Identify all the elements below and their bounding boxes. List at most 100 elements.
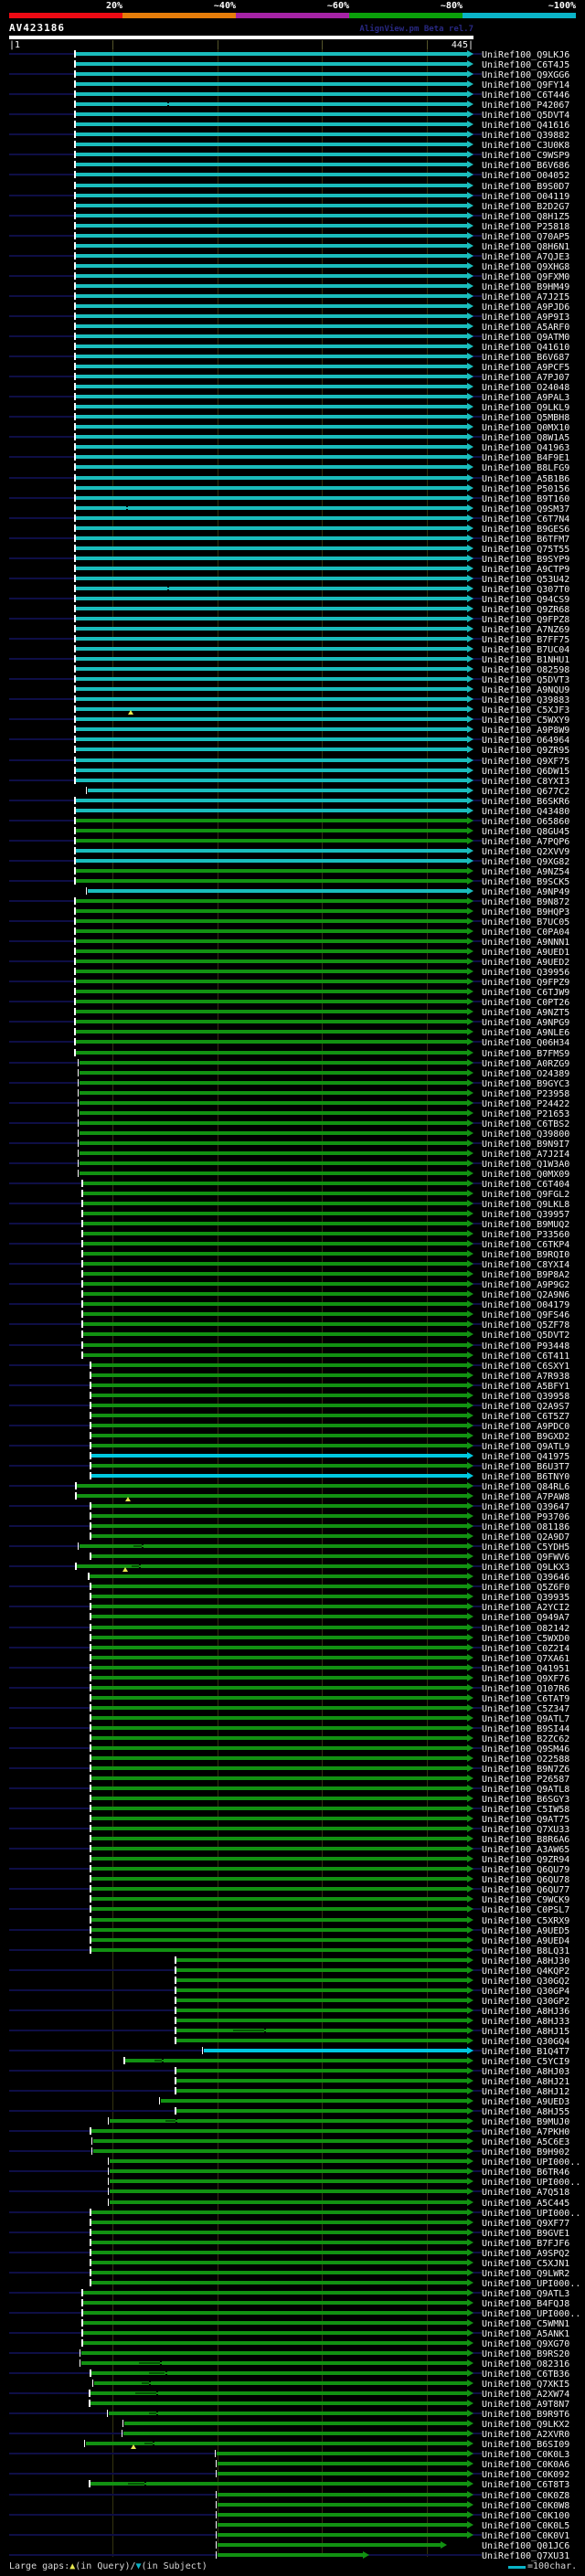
hit-accession-label[interactable]: UniRef100_C0K0L3 — [482, 2450, 570, 2461]
alignment-row[interactable]: UniRef100_A9CTP9 — [0, 564, 585, 575]
hit-bar[interactable] — [83, 1312, 467, 1317]
hit-accession-label[interactable]: UniRef100_B8R6A6 — [482, 1835, 570, 1846]
hit-accession-label[interactable]: UniRef100_C6T404 — [482, 1179, 570, 1190]
hit-accession-label[interactable]: UniRef100_Q30GP2 — [482, 1996, 570, 2007]
hit-accession-label[interactable]: UniRef100_Q53U42 — [482, 574, 570, 585]
alignment-row[interactable]: UniRef100_C5YDH5 — [0, 1542, 585, 1553]
hit-accession-label[interactable]: UniRef100_A7QJE3 — [482, 251, 570, 262]
hit-accession-label[interactable]: UniRef100_Q107R6 — [482, 1683, 570, 1694]
hit-bar[interactable] — [76, 153, 467, 157]
hit-bar[interactable] — [76, 143, 467, 147]
alignment-row[interactable]: UniRef100_A9NQU9 — [0, 685, 585, 695]
hit-bar[interactable] — [91, 1755, 467, 1760]
hit-bar[interactable] — [217, 2532, 467, 2537]
hit-accession-label[interactable]: UniRef100_O24389 — [482, 1068, 570, 1079]
hit-bar[interactable] — [90, 2401, 467, 2406]
hit-bar[interactable] — [91, 1907, 467, 1912]
hit-accession-label[interactable]: UniRef100_B9RS20 — [482, 2349, 570, 2359]
hit-accession-label[interactable]: UniRef100_Q39800 — [482, 1129, 570, 1140]
alignment-row[interactable]: UniRef100_A9UED2 — [0, 958, 585, 968]
hit-accession-label[interactable]: UniRef100_Q0MX10 — [482, 423, 570, 434]
hit-bar[interactable] — [91, 1927, 467, 1932]
hit-accession-label[interactable]: UniRef100_C6T5Z7 — [482, 1411, 570, 1422]
alignment-row[interactable]: UniRef100_A9PDC0 — [0, 1421, 585, 1432]
hit-bar[interactable] — [79, 1140, 467, 1145]
alignment-row[interactable]: UniRef100_B9R9T6 — [0, 2410, 585, 2420]
hit-bar[interactable] — [76, 334, 467, 338]
hit-bar[interactable] — [216, 2452, 467, 2456]
hit-accession-label[interactable]: UniRef100_A7PQP6 — [482, 836, 570, 847]
alignment-row[interactable]: UniRef100_Q39883 — [0, 695, 585, 705]
alignment-row[interactable]: UniRef100_A9NLE6 — [0, 1028, 585, 1038]
hit-bar[interactable] — [91, 1705, 467, 1710]
hit-accession-label[interactable]: UniRef100_A9NPG9 — [482, 1018, 570, 1029]
alignment-row[interactable]: UniRef100_A8HJ55 — [0, 2107, 585, 2117]
hit-accession-label[interactable]: UniRef100_A7NZ69 — [482, 625, 570, 635]
hit-bar[interactable] — [91, 2250, 467, 2254]
hit-bar[interactable] — [91, 1615, 467, 1619]
hit-bar[interactable] — [76, 365, 467, 369]
hit-bar[interactable] — [76, 647, 467, 652]
alignment-row[interactable]: UniRef100_O81186 — [0, 1522, 585, 1532]
alignment-row[interactable]: UniRef100_Q53U42 — [0, 574, 585, 585]
hit-bar[interactable] — [76, 970, 467, 974]
alignment-row[interactable]: UniRef100_Q2XVV9 — [0, 846, 585, 857]
alignment-row[interactable]: UniRef100_Q5ZF78 — [0, 1320, 585, 1330]
alignment-row[interactable]: UniRef100_Q9FS46 — [0, 1310, 585, 1320]
hit-bar[interactable] — [217, 2462, 467, 2466]
hit-bar[interactable] — [91, 1766, 467, 1770]
hit-accession-label[interactable]: UniRef100_C0K0A6 — [482, 2460, 570, 2471]
alignment-row[interactable]: UniRef100_B9H902 — [0, 2147, 585, 2157]
hit-accession-label[interactable]: UniRef100_A7PKH0 — [482, 2127, 570, 2138]
hit-accession-label[interactable]: UniRef100_Q39647 — [482, 1502, 570, 1512]
hit-bar[interactable] — [91, 1635, 467, 1639]
alignment-row[interactable]: UniRef100_B6TR46 — [0, 2168, 585, 2178]
hit-accession-label[interactable]: UniRef100_A9NNN1 — [482, 938, 570, 949]
hit-bar[interactable] — [91, 1514, 467, 1519]
hit-accession-label[interactable]: UniRef100_B6V686 — [482, 161, 570, 172]
hit-bar[interactable] — [91, 1362, 467, 1367]
hit-bar[interactable] — [176, 2079, 467, 2083]
alignment-row[interactable]: UniRef100_Q107R6 — [0, 1683, 585, 1694]
alignment-row[interactable]: UniRef100_A8HJ21 — [0, 2077, 585, 2087]
hit-bar[interactable] — [76, 556, 467, 560]
alignment-row[interactable]: UniRef100_UPI000.. — [0, 2308, 585, 2319]
alignment-row[interactable]: UniRef100_P93448 — [0, 1341, 585, 1352]
alignment-row[interactable]: UniRef100_C8YXI4 — [0, 1260, 585, 1270]
hit-accession-label[interactable]: UniRef100_Q9FXM0 — [482, 271, 570, 282]
hit-accession-label[interactable]: UniRef100_P25818 — [482, 221, 570, 232]
alignment-row[interactable]: UniRef100_O82142 — [0, 1623, 585, 1634]
hit-bar[interactable] — [76, 798, 467, 802]
hit-bar[interactable] — [91, 1867, 467, 1871]
alignment-row[interactable]: UniRef100_C6T446 — [0, 90, 585, 101]
hit-bar[interactable] — [91, 1685, 467, 1690]
alignment-row[interactable]: UniRef100_C5WXY9 — [0, 716, 585, 726]
hit-bar[interactable] — [76, 637, 467, 641]
hit-bar[interactable] — [79, 1150, 467, 1155]
alignment-row[interactable]: UniRef100_A5B1B6 — [0, 473, 585, 484]
hit-accession-label[interactable]: UniRef100_Q9FPZ9 — [482, 978, 570, 989]
alignment-row[interactable]: UniRef100_Q9ATL8 — [0, 1785, 585, 1795]
hit-bar[interactable] — [76, 223, 467, 228]
hit-bar[interactable] — [87, 788, 467, 792]
alignment-row[interactable]: UniRef100_Q9ATL3 — [0, 2288, 585, 2299]
alignment-row[interactable]: UniRef100_B7FJF6 — [0, 2238, 585, 2249]
hit-bar[interactable] — [217, 2542, 441, 2547]
alignment-row[interactable]: UniRef100_A8HJ15 — [0, 2026, 585, 2037]
hit-accession-label[interactable]: UniRef100_C5WMN1 — [482, 2318, 570, 2329]
hit-accession-label[interactable]: UniRef100_O22588 — [482, 1754, 570, 1765]
hit-bar[interactable] — [76, 425, 467, 429]
alignment-row[interactable]: UniRef100_Q41616 — [0, 121, 585, 131]
alignment-row[interactable]: UniRef100_C3U0K8 — [0, 141, 585, 151]
alignment-row[interactable]: UniRef100_Q43480 — [0, 806, 585, 817]
hit-bar[interactable] — [91, 1473, 467, 1478]
alignment-row[interactable]: UniRef100_A9P8W9 — [0, 726, 585, 736]
hit-bar[interactable] — [76, 323, 467, 328]
hit-accession-label[interactable]: UniRef100_Q677C2 — [482, 786, 570, 797]
alignment-row[interactable]: UniRef100_A5BFY1 — [0, 1381, 585, 1392]
hit-accession-label[interactable]: UniRef100_A8HJ36 — [482, 2006, 570, 2017]
alignment-row[interactable]: UniRef100_B9HQP3 — [0, 907, 585, 917]
hit-bar[interactable] — [76, 627, 467, 631]
alignment-row[interactable]: UniRef100_B9N9I7 — [0, 1139, 585, 1150]
hit-accession-label[interactable]: UniRef100_Q84RL6 — [482, 1482, 570, 1492]
